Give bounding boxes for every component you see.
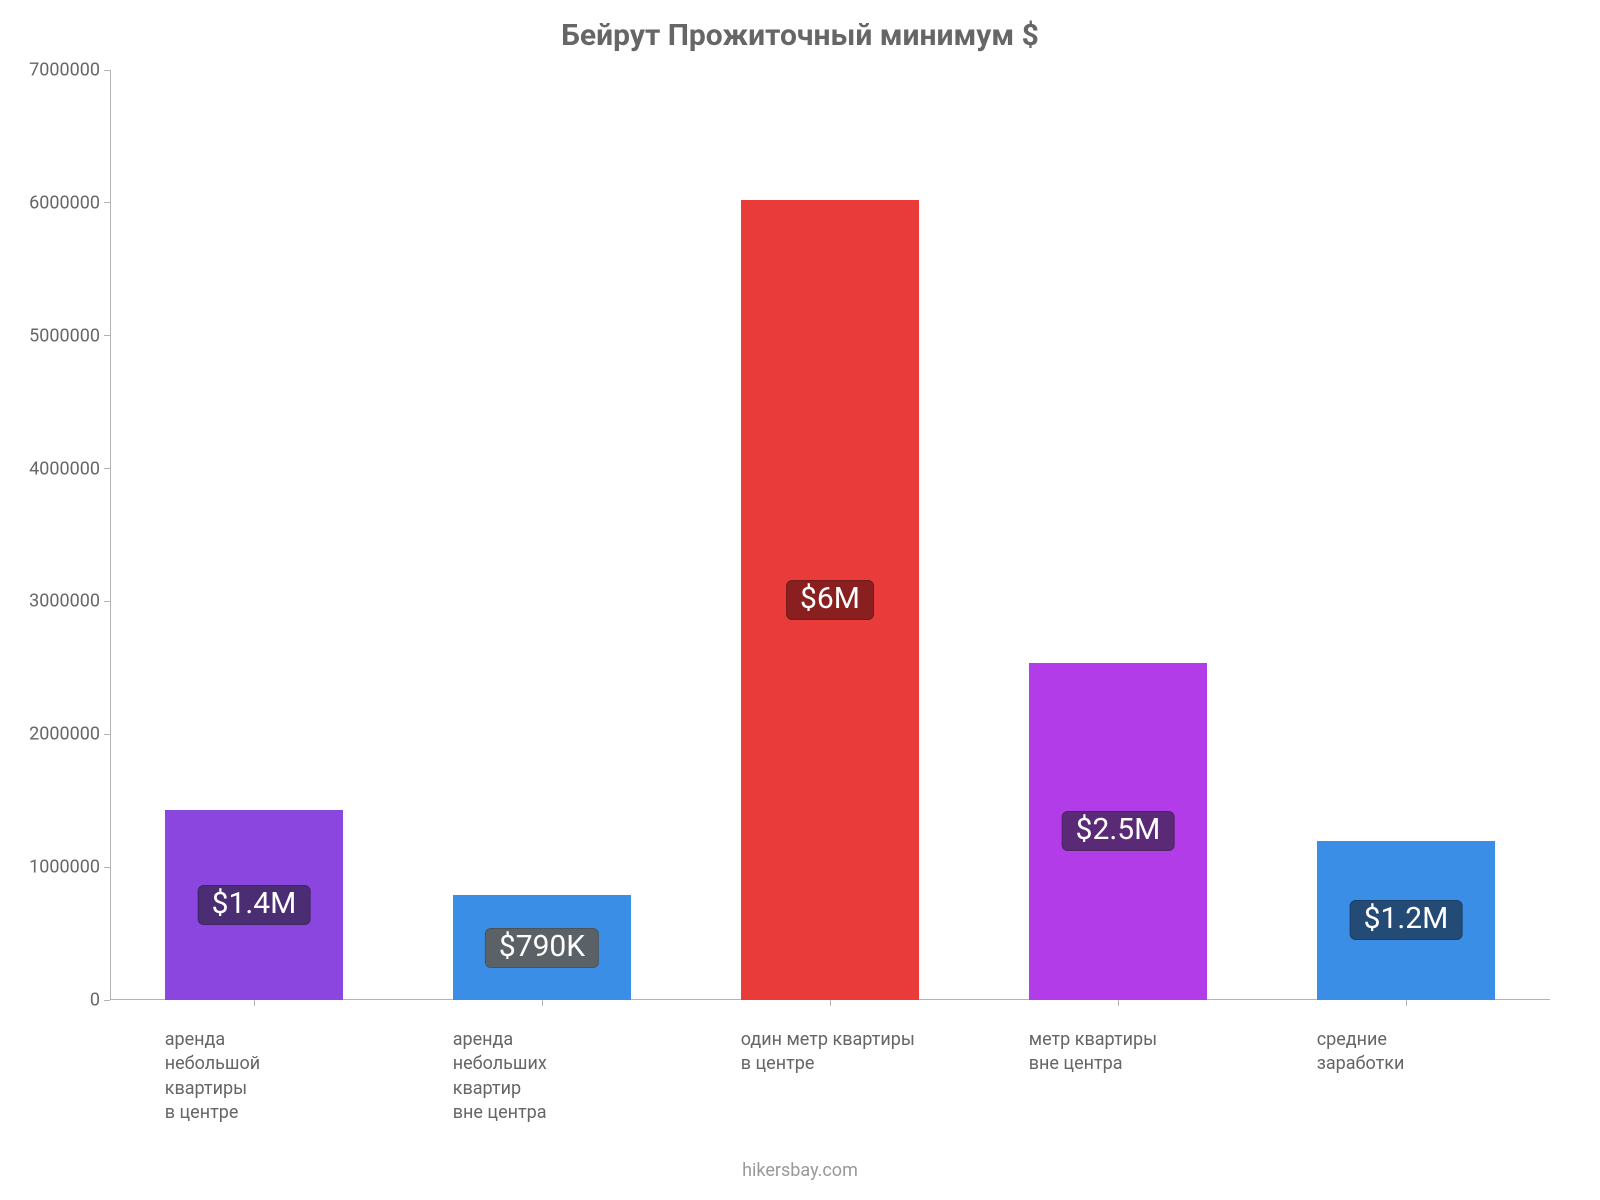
y-tick-label: 5000000 bbox=[29, 325, 110, 346]
value-badge: $1.4M bbox=[198, 885, 311, 925]
y-axis-line bbox=[110, 70, 111, 1000]
value-badge: $6M bbox=[786, 580, 874, 620]
bar: $790K bbox=[453, 895, 632, 1000]
bar: $6M bbox=[741, 200, 920, 1000]
bar: $2.5M bbox=[1029, 663, 1208, 1000]
bar: $1.4M bbox=[165, 810, 344, 1000]
y-tick-label: 0 bbox=[90, 990, 110, 1011]
y-tick-label: 7000000 bbox=[29, 60, 110, 81]
bar: $1.2M bbox=[1317, 841, 1496, 1000]
y-tick-label: 2000000 bbox=[29, 724, 110, 745]
x-category-label: средние заработки bbox=[1317, 1000, 1600, 1077]
value-badge: $2.5M bbox=[1062, 811, 1175, 851]
plot-area: 0100000020000003000000400000050000006000… bbox=[110, 70, 1550, 1000]
x-category-label: метр квартиры вне центра bbox=[1029, 1000, 1317, 1077]
x-category-label: аренда небольшой квартиры в центре bbox=[165, 1000, 453, 1125]
cost-of-living-chart: Бейрут Прожиточный минимум $ 01000000200… bbox=[0, 0, 1600, 1200]
x-category-label: один метр квартиры в центре bbox=[741, 1000, 1029, 1077]
y-tick-label: 3000000 bbox=[29, 591, 110, 612]
y-tick-label: 4000000 bbox=[29, 458, 110, 479]
value-badge: $1.2M bbox=[1350, 900, 1463, 940]
chart-footer: hikersbay.com bbox=[0, 1160, 1600, 1181]
y-tick-label: 1000000 bbox=[29, 857, 110, 878]
value-badge: $790K bbox=[485, 928, 599, 968]
chart-title: Бейрут Прожиточный минимум $ bbox=[0, 18, 1600, 53]
y-tick-label: 6000000 bbox=[29, 192, 110, 213]
x-category-label: аренда небольших квартир вне центра bbox=[453, 1000, 741, 1125]
